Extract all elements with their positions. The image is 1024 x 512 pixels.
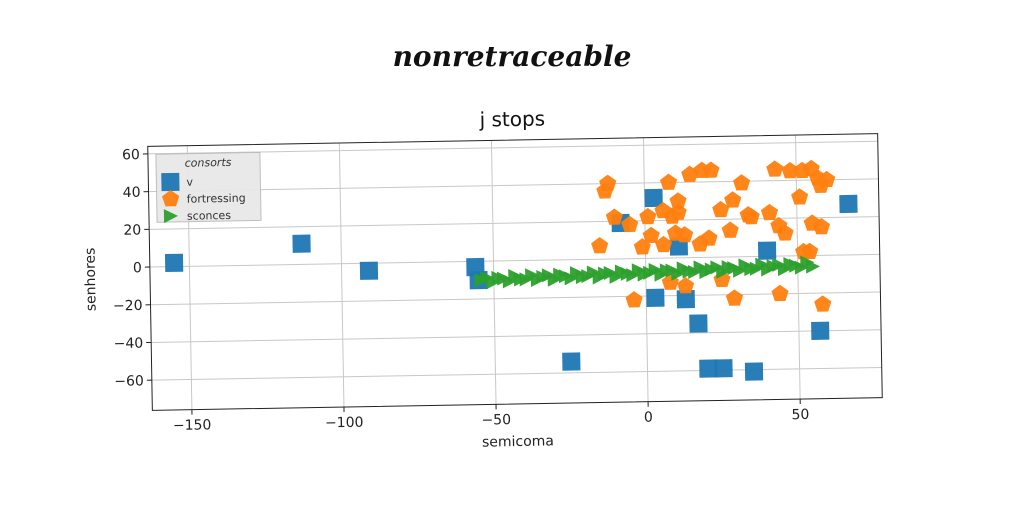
data-point bbox=[791, 188, 809, 205]
legend-title: consorts bbox=[185, 156, 232, 170]
plot-frame bbox=[147, 133, 883, 411]
data-point bbox=[721, 221, 739, 238]
data-point bbox=[605, 208, 623, 225]
data-point bbox=[742, 207, 760, 225]
data-point bbox=[702, 161, 720, 178]
legend-marker bbox=[163, 209, 178, 224]
y-gridline bbox=[149, 253, 880, 268]
data-point bbox=[766, 160, 784, 177]
data-point bbox=[811, 321, 830, 340]
y-gridline bbox=[147, 140, 878, 155]
data-point bbox=[771, 284, 789, 302]
data-point bbox=[599, 174, 617, 191]
data-point bbox=[677, 277, 695, 294]
data-point bbox=[689, 314, 708, 333]
x-axis-label: semicoma bbox=[482, 433, 554, 450]
y-tick-label: 40 bbox=[123, 185, 141, 201]
data-point bbox=[724, 191, 742, 208]
data-point bbox=[292, 234, 311, 253]
data-point bbox=[164, 253, 184, 273]
data-point bbox=[744, 362, 764, 381]
y-gridline bbox=[150, 291, 881, 306]
data-point bbox=[700, 229, 718, 246]
plot-area bbox=[164, 159, 858, 381]
series-fortressing bbox=[591, 159, 836, 312]
data-point bbox=[714, 359, 733, 378]
data-point bbox=[725, 289, 744, 306]
data-point bbox=[839, 194, 858, 214]
legend-label: sconces bbox=[187, 209, 232, 223]
data-point bbox=[562, 352, 581, 371]
legend-marker bbox=[162, 189, 180, 207]
x-tick-label: −100 bbox=[325, 415, 364, 432]
data-point bbox=[625, 291, 643, 308]
data-point bbox=[621, 215, 639, 233]
y-tick-label: −20 bbox=[113, 298, 143, 315]
data-point bbox=[801, 242, 819, 260]
y-tick-label: 0 bbox=[133, 260, 142, 276]
legend-marker bbox=[161, 172, 180, 192]
data-point bbox=[712, 200, 730, 218]
legend-label: fortressing bbox=[187, 192, 246, 206]
legend-label: v bbox=[186, 176, 193, 189]
data-point bbox=[812, 218, 831, 235]
data-point bbox=[781, 161, 799, 179]
x-gridline bbox=[338, 143, 345, 408]
data-point bbox=[699, 359, 718, 378]
data-point bbox=[814, 295, 832, 312]
data-point bbox=[660, 173, 678, 190]
x-tick-label: −150 bbox=[173, 417, 212, 434]
series-sconces bbox=[474, 255, 821, 290]
y-gridline bbox=[148, 178, 879, 193]
y-tick-label: −60 bbox=[114, 373, 144, 390]
data-point bbox=[757, 241, 777, 260]
data-point bbox=[733, 174, 751, 191]
data-point bbox=[676, 290, 695, 309]
data-point bbox=[805, 259, 821, 274]
data-point bbox=[591, 237, 609, 254]
x-tick-label: −50 bbox=[481, 412, 511, 429]
chart-title: j stops bbox=[478, 106, 545, 131]
y-tick-label: 60 bbox=[122, 147, 140, 163]
figure-suptitle: nonretraceable bbox=[392, 40, 632, 73]
data-point bbox=[639, 207, 657, 225]
x-tick-label: 0 bbox=[644, 410, 653, 426]
data-point bbox=[760, 203, 779, 221]
legend-box bbox=[155, 151, 262, 223]
data-point bbox=[646, 288, 665, 307]
data-point bbox=[776, 224, 794, 241]
data-point bbox=[642, 226, 660, 244]
y-axis-label: senhores bbox=[83, 247, 100, 311]
y-gridline bbox=[151, 366, 882, 381]
chart-axes: j stops −150 −100 −50 0 50 −60 −40 −20 0 20 40 60 sem… bbox=[83, 106, 883, 451]
data-point bbox=[676, 226, 694, 243]
y-tick-label: −40 bbox=[114, 336, 144, 353]
data-point bbox=[644, 188, 663, 208]
y-tick-label: 20 bbox=[123, 222, 141, 238]
x-tick-label: 50 bbox=[791, 407, 809, 423]
data-point bbox=[359, 261, 379, 280]
data-point bbox=[655, 235, 673, 253]
y-gridline bbox=[151, 329, 882, 343]
legend: consorts v fortressing sconces bbox=[155, 151, 262, 224]
data-point bbox=[818, 170, 836, 188]
data-point bbox=[669, 192, 687, 209]
